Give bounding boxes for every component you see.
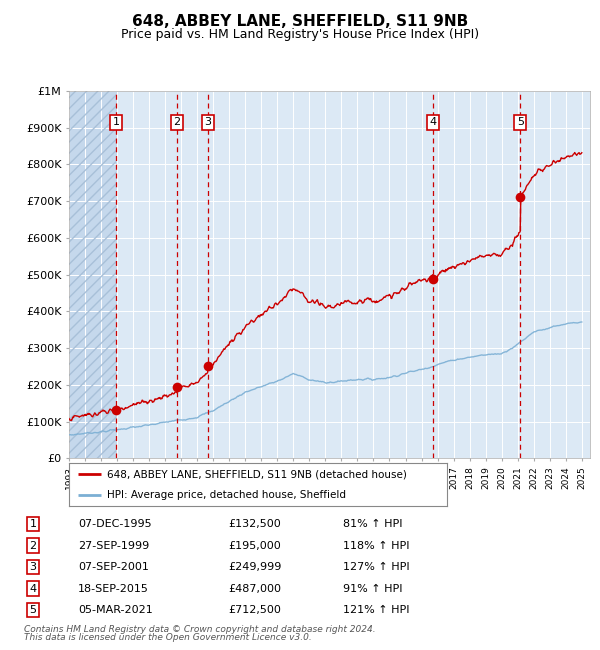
Text: 648, ABBEY LANE, SHEFFIELD, S11 9NB: 648, ABBEY LANE, SHEFFIELD, S11 9NB — [132, 14, 468, 29]
Text: £487,000: £487,000 — [228, 584, 281, 593]
Text: 118% ↑ HPI: 118% ↑ HPI — [336, 541, 410, 551]
Text: 3: 3 — [205, 117, 212, 127]
Text: £195,000: £195,000 — [228, 541, 281, 551]
Text: £249,999: £249,999 — [228, 562, 281, 572]
Text: 1: 1 — [112, 117, 119, 127]
Text: 91% ↑ HPI: 91% ↑ HPI — [336, 584, 403, 593]
Text: 127% ↑ HPI: 127% ↑ HPI — [336, 562, 410, 572]
Text: 1: 1 — [29, 519, 37, 529]
Text: £132,500: £132,500 — [228, 519, 281, 529]
Text: This data is licensed under the Open Government Licence v3.0.: This data is licensed under the Open Gov… — [24, 632, 312, 642]
Text: 4: 4 — [430, 117, 436, 127]
Text: 18-SEP-2015: 18-SEP-2015 — [78, 584, 149, 593]
Text: 07-SEP-2001: 07-SEP-2001 — [78, 562, 149, 572]
Bar — [69, 91, 116, 458]
Text: HPI: Average price, detached house, Sheffield: HPI: Average price, detached house, Shef… — [107, 490, 346, 500]
Text: 05-MAR-2021: 05-MAR-2021 — [78, 605, 153, 615]
Text: 4: 4 — [29, 584, 37, 593]
Text: Contains HM Land Registry data © Crown copyright and database right 2024.: Contains HM Land Registry data © Crown c… — [24, 625, 376, 634]
Text: 5: 5 — [29, 605, 37, 615]
Text: 2: 2 — [29, 541, 37, 551]
Text: 27-SEP-1999: 27-SEP-1999 — [78, 541, 149, 551]
Text: 81% ↑ HPI: 81% ↑ HPI — [336, 519, 403, 529]
Bar — [69, 91, 116, 458]
Text: 2: 2 — [173, 117, 181, 127]
Text: 5: 5 — [517, 117, 524, 127]
Text: 3: 3 — [29, 562, 37, 572]
Text: 648, ABBEY LANE, SHEFFIELD, S11 9NB (detached house): 648, ABBEY LANE, SHEFFIELD, S11 9NB (det… — [107, 469, 407, 479]
Text: Price paid vs. HM Land Registry's House Price Index (HPI): Price paid vs. HM Land Registry's House … — [121, 28, 479, 41]
Text: £712,500: £712,500 — [228, 605, 281, 615]
Text: 07-DEC-1995: 07-DEC-1995 — [78, 519, 152, 529]
Text: 121% ↑ HPI: 121% ↑ HPI — [336, 605, 410, 615]
